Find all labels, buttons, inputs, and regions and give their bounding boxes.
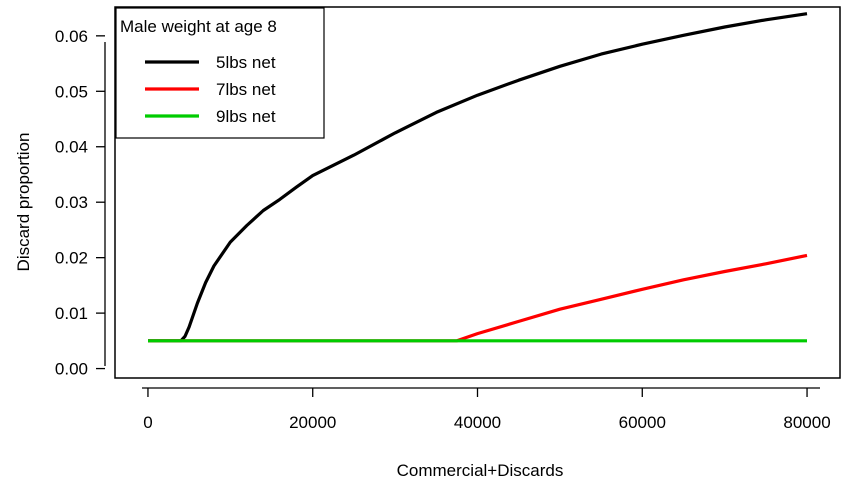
- legend-label: 9lbs net: [216, 107, 276, 126]
- y-tick-label: 0.01: [55, 304, 88, 323]
- series-line-1: [148, 12, 808, 343]
- y-tick-label: 0.06: [55, 27, 88, 46]
- x-axis-title: Commercial+Discards: [397, 461, 564, 480]
- x-tick-label: 0: [143, 413, 152, 432]
- legend-label: 7lbs net: [216, 80, 276, 99]
- y-tick-label: 0.02: [55, 249, 88, 268]
- legend-label: 5lbs net: [216, 53, 276, 72]
- x-tick-label: 20000: [289, 413, 336, 432]
- y-tick-label: 0.03: [55, 193, 88, 212]
- y-ticks: 0.00 0.01 0.02 0.03 0.04 0.05 0.06: [55, 27, 105, 379]
- y-tick-label: 0.04: [55, 138, 88, 157]
- x-tick-label: 60000: [619, 413, 666, 432]
- x-tick-label: 80000: [783, 413, 830, 432]
- series-line-2: [148, 253, 808, 343]
- y-axis-title: Discard proportion: [14, 133, 33, 272]
- y-tick-label: 0.05: [55, 82, 88, 101]
- y-tick-label: 0.00: [55, 360, 88, 379]
- legend: Male weight at age 8 5lbs net 7lbs net 9lb…: [115, 7, 325, 139]
- x-tick-label: 40000: [454, 413, 501, 432]
- legend-items: 5lbs net 7lbs net 9lbs net: [145, 53, 276, 126]
- legend-title: Male weight at age 8: [120, 17, 277, 36]
- series-layer: [148, 12, 808, 343]
- x-ticks: 0 20000 40000 60000 80000: [143, 388, 831, 432]
- plot-frame: [114, 6, 841, 379]
